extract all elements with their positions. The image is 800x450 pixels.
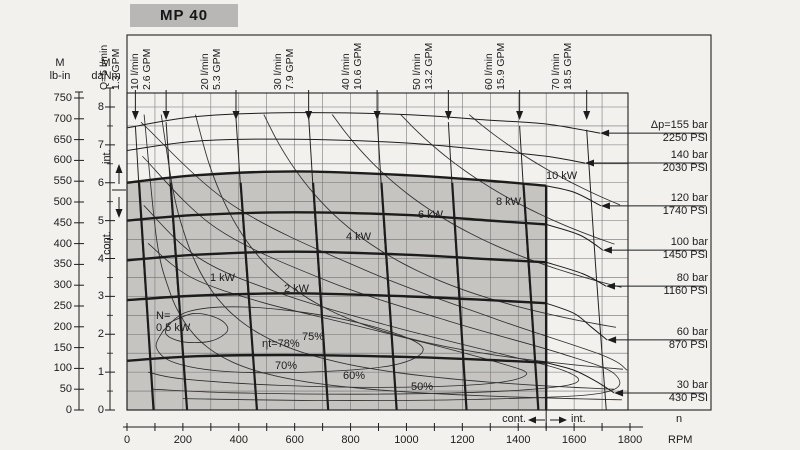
x-tick-rpm: 1000 bbox=[394, 434, 419, 446]
flow-label: 60 l/min 15.9 GPM bbox=[482, 42, 507, 90]
efficiency-label: 60% bbox=[343, 370, 366, 382]
pressure-label: Δp=155 bar 2250 PSI bbox=[650, 119, 708, 145]
flow-label: Q=5 l/min 1.3 GPM bbox=[98, 44, 123, 90]
pressure-label: 60 bar 870 PSI bbox=[668, 325, 708, 351]
y-tick-danm: 8 bbox=[97, 101, 104, 113]
left-marker-cont: cont. bbox=[101, 231, 113, 255]
y-tick-lbin: 300 bbox=[53, 279, 72, 292]
y-tick-danm: 4 bbox=[97, 252, 104, 265]
y-tick-lbin: 700 bbox=[53, 112, 72, 125]
y-tick-lbin: 150 bbox=[53, 341, 72, 354]
y-tick-lbin: 650 bbox=[53, 133, 72, 146]
flow-label: 70 l/min 18.5 GPM bbox=[549, 42, 574, 90]
x-tick-rpm: 0 bbox=[123, 434, 131, 446]
flow-label: 50 l/min 13.2 GPM bbox=[411, 42, 436, 90]
bottom-marker-cont: cont. bbox=[502, 413, 526, 425]
x-tick-rpm: 1800 bbox=[617, 434, 643, 446]
flow-label: 10 l/min 2.6 GPM bbox=[129, 48, 154, 90]
axis-header-danm: M daNm bbox=[91, 57, 121, 82]
y-tick-lbin: 600 bbox=[53, 154, 72, 167]
y-tick-lbin: 550 bbox=[53, 175, 72, 188]
model-name: MP 40 bbox=[159, 7, 209, 24]
x-tick-rpm: 1400 bbox=[505, 434, 531, 446]
y-tick-danm: 1 bbox=[97, 366, 104, 379]
y-tick-lbin: 400 bbox=[53, 237, 72, 250]
y-tick-danm: 3 bbox=[97, 290, 104, 303]
efficiency-label: 70% bbox=[275, 360, 298, 372]
y-tick-lbin: 750 bbox=[53, 92, 72, 104]
x-tick-rpm: 1600 bbox=[561, 434, 587, 446]
pressure-label: 140 bar 2030 PSI bbox=[662, 149, 708, 175]
bottom-marker-int: int. bbox=[571, 413, 586, 425]
x-tick-rpm: 600 bbox=[285, 434, 304, 446]
y-tick-danm: 2 bbox=[97, 328, 104, 341]
x-axis-variable: n bbox=[676, 413, 683, 425]
power-label: 1 kW bbox=[210, 272, 236, 284]
x-tick-rpm: 800 bbox=[341, 434, 360, 446]
y-tick-lbin: 450 bbox=[53, 216, 72, 229]
y-tick-lbin: 200 bbox=[53, 320, 72, 333]
y-tick-lbin: 500 bbox=[53, 196, 72, 208]
power-label: 8 kW bbox=[496, 196, 522, 208]
x-tick-rpm: 200 bbox=[173, 434, 193, 446]
x-tick-rpm: 1200 bbox=[450, 434, 475, 446]
power-label: 6 kW bbox=[418, 209, 444, 221]
y-tick-danm: 0 bbox=[97, 404, 104, 416]
x-axis-unit: RPM bbox=[668, 434, 693, 446]
y-tick-danm: 5 bbox=[97, 214, 104, 227]
efficiency-label: 50% bbox=[411, 381, 434, 393]
power-label: 4 kW bbox=[346, 231, 372, 243]
pressure-label: 30 bar 430 PSI bbox=[668, 378, 708, 404]
page-title: MP 40 bbox=[130, 4, 238, 27]
efficiency-label: 75% bbox=[302, 331, 325, 343]
power-label: N= 0.5 kW bbox=[156, 310, 191, 334]
x-tick-rpm: 400 bbox=[229, 434, 248, 446]
efficiency-label: ηt=78% bbox=[262, 338, 300, 350]
power-label: 2 kW bbox=[284, 283, 310, 295]
axis-header-lbin: M lb-in bbox=[49, 57, 71, 82]
y-tick-lbin: 50 bbox=[59, 383, 72, 396]
flow-label: 20 l/min 5.3 GPM bbox=[198, 48, 223, 90]
y-tick-danm: 6 bbox=[97, 176, 104, 189]
pressure-label: 80 bar 1160 PSI bbox=[663, 272, 708, 298]
left-marker-int: int. bbox=[101, 149, 113, 164]
y-tick-lbin: 250 bbox=[53, 300, 72, 312]
y-tick-danm: 7 bbox=[97, 138, 104, 151]
y-tick-lbin: 350 bbox=[53, 258, 72, 271]
flow-label: 30 l/min 7.9 GPM bbox=[271, 48, 296, 90]
y-tick-lbin: 0 bbox=[65, 404, 72, 416]
power-label: 10 kW bbox=[546, 170, 578, 182]
y-tick-lbin: 100 bbox=[53, 362, 72, 375]
pressure-label: 100 bar 1450 PSI bbox=[662, 236, 708, 262]
flow-label: 40 l/min 10.6 GPM bbox=[340, 42, 365, 90]
pressure-label: 120 bar 1740 PSI bbox=[662, 191, 708, 217]
